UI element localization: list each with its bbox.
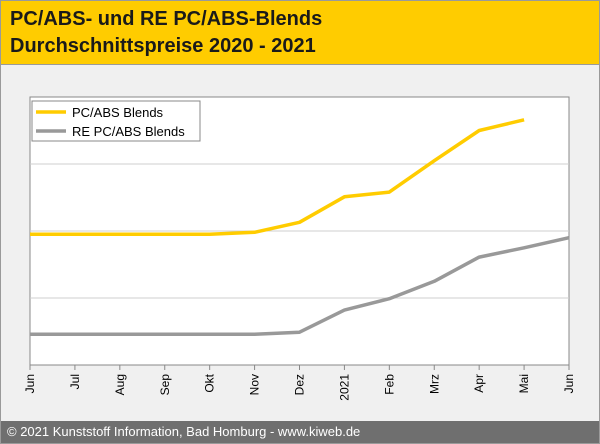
x-tick-label: Okt [203, 373, 217, 392]
series-line-1 [30, 118, 525, 237]
x-tick-label: Dez [293, 374, 307, 395]
legend-label-1: PC/ABS Blends [72, 105, 164, 120]
x-tick-label: Jun [23, 374, 37, 393]
chart-title: PC/ABS- und RE PC/ABS-Blends [10, 8, 323, 30]
x-tick-label: Nov [248, 374, 262, 395]
x-tick-label: Mai [517, 374, 531, 393]
x-tick-label: Jun [562, 374, 576, 393]
chart-header: PC/ABS- und RE PC/ABS-Blends Durchschnit… [1, 1, 599, 65]
legend-label-2: RE PC/ABS Blends [72, 124, 185, 139]
x-tick-label: Feb [382, 374, 396, 395]
chart-subtitle: Durchschnittspreise 2020 - 2021 [10, 35, 316, 57]
x-tick-label: Jul [68, 374, 82, 389]
x-tick-label: Aug [113, 374, 127, 395]
x-tick-label: 2021 [337, 374, 351, 401]
x-tick-label: Mrz [427, 374, 441, 394]
x-tick-label: Apr [472, 374, 486, 393]
copyright-footer: © 2021 Kunststoff Information, Bad Hombu… [1, 421, 599, 443]
series-line-2 [30, 235, 570, 336]
legend-box [31, 100, 201, 142]
x-tick-label: Sep [158, 374, 172, 396]
